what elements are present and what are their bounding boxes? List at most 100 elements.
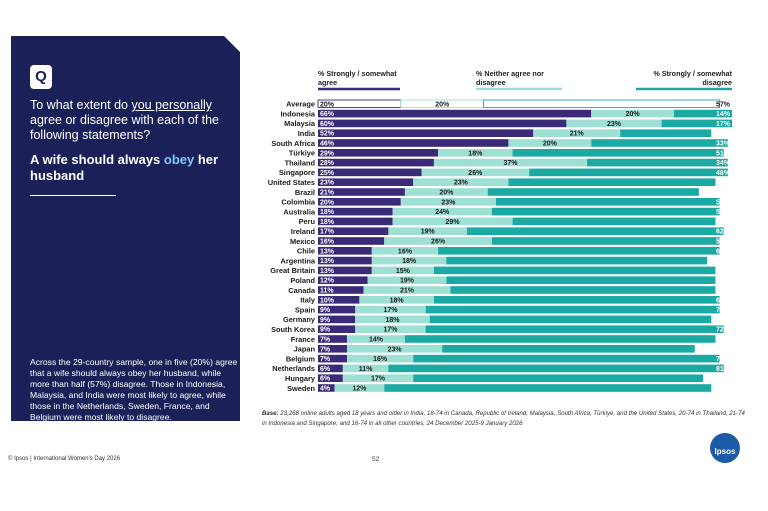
data-label-india-disagree: 22% [716, 131, 731, 138]
data-label-sweden-neutral: 12% [352, 386, 367, 393]
bar-colombia-agree [318, 198, 401, 206]
bar-indonesia-neutral [591, 109, 675, 118]
legend-label-disagree-line1: % Strongly / somewhat [653, 69, 732, 78]
bar-south-africa-agree [318, 139, 509, 147]
data-label-india-neutral: 21% [570, 131, 585, 138]
bar-thailand-disagree [587, 158, 728, 167]
statement-text-highlight: obey [163, 152, 195, 167]
bar-singapore-disagree [529, 168, 728, 177]
bar-colombia-disagree [496, 198, 720, 206]
category-label-average: Average [286, 100, 315, 109]
data-label-spain-disagree: 71% [716, 307, 731, 314]
data-label-australia-agree: 18% [320, 209, 335, 216]
data-label-spain-neutral: 17% [383, 307, 398, 314]
bar-colombia-neutral [400, 198, 497, 206]
data-label-indonesia-agree: 66% [320, 111, 335, 118]
data-label-hungary-neutral: 17% [371, 376, 386, 383]
bar-great-britain-disagree [433, 266, 716, 275]
bar-argentina-neutral [371, 256, 447, 265]
data-label-average-disagree: 57% [716, 101, 731, 108]
bar-chile-disagree [438, 247, 720, 255]
category-label-france: France [291, 335, 315, 344]
category-label-belgium: Belgium [286, 354, 316, 363]
data-label-argentina-disagree: 63% [716, 258, 731, 265]
bar-italy-disagree [433, 296, 720, 304]
bar-japan-disagree [442, 345, 695, 353]
bar-average-disagree [483, 99, 721, 109]
data-label-t-rkiye-agree: 29% [320, 150, 335, 157]
data-label-france-disagree: 75% [716, 337, 731, 344]
data-label-japan-agree: 7% [320, 346, 331, 353]
bar-netherlands-disagree [388, 364, 724, 373]
bar-sweden-disagree [384, 384, 712, 392]
category-label-malaysia: Malaysia [284, 119, 316, 128]
bar-poland-agree [318, 276, 368, 284]
bar-canada-neutral [363, 286, 451, 294]
category-label-argentina: Argentina [281, 256, 316, 265]
bar-netherlands-neutral [342, 364, 389, 373]
bar-united-states-disagree [508, 178, 716, 186]
data-label-great-britain-disagree: 68% [716, 268, 731, 275]
data-label-netherlands-neutral: 11% [359, 366, 373, 373]
bar-sweden-agree [318, 384, 335, 392]
legend-label-neutral: % Neither agree nor disagree [476, 69, 544, 87]
data-label-netherlands-disagree: 81% [716, 366, 731, 373]
legend-label-disagree-line2: disagree [702, 78, 732, 87]
bar-italy-neutral [359, 296, 434, 304]
category-label-south-korea: South Korea [271, 325, 316, 334]
bar-australia-neutral [392, 207, 492, 216]
data-label-sweden-agree: 4% [320, 386, 331, 393]
base-text: 23,268 online adults aged 18 years and o… [262, 410, 745, 427]
data-label-united-states-disagree: 50% [716, 180, 731, 187]
bar-peru-neutral [392, 217, 513, 226]
bar-chile-neutral [371, 247, 439, 255]
bar-india-neutral [533, 129, 621, 137]
bar-indonesia-agree [318, 109, 592, 118]
category-label-sweden: Sweden [287, 384, 315, 393]
data-label-mexico-neutral: 26% [431, 239, 446, 246]
bar-germany-agree [318, 315, 356, 324]
data-label-germany-disagree: 68% [716, 317, 731, 324]
bar-south-korea-agree [318, 325, 356, 333]
data-label-south-korea-neutral: 17% [383, 327, 398, 334]
bar-france-neutral [346, 335, 405, 343]
data-label-malaysia-neutral: 23% [607, 121, 622, 128]
bar-peru-disagree [512, 217, 716, 226]
data-label-t-rkiye-neutral: 18% [468, 150, 483, 157]
bar-argentina-disagree [446, 256, 708, 265]
legend-label-neutral-line2: disagree [476, 78, 506, 87]
bar-united-states-agree [318, 178, 414, 186]
data-label-canada-agree: 11% [320, 288, 334, 295]
data-label-colombia-disagree: 54% [716, 199, 731, 206]
bar-italy-agree [318, 296, 360, 304]
ipsos-logo: Ipsos [710, 433, 740, 463]
data-label-colombia-neutral: 23% [441, 199, 456, 206]
bar-great-britain-agree [318, 266, 372, 275]
page-number: 52 [372, 456, 380, 463]
data-label-singapore-agree: 25% [320, 170, 335, 177]
category-label-hungary: Hungary [285, 374, 316, 383]
data-label-average-neutral: 20% [435, 101, 450, 108]
data-label-colombia-agree: 20% [320, 199, 335, 206]
bar-mexico-disagree [491, 237, 720, 245]
bar-malaysia-agree [318, 119, 567, 128]
bar-thailand-neutral [433, 158, 588, 167]
data-label-argentina-agree: 13% [320, 258, 335, 265]
legend-label-disagree: % Strongly / somewhat disagree [653, 69, 732, 87]
data-label-hungary-disagree: 70% [716, 376, 731, 383]
bar-spain-disagree [425, 305, 720, 314]
bar-mexico-agree [318, 237, 385, 245]
bar-australia-disagree [491, 207, 720, 216]
bar-south-africa-disagree [591, 139, 728, 147]
question-text-emphasis: you personally [131, 98, 213, 112]
bar-belgium-disagree [413, 354, 720, 363]
data-label-italy-agree: 10% [320, 297, 335, 304]
bar-south-korea-disagree [425, 325, 724, 333]
category-label-italy: Italy [300, 296, 316, 305]
data-label-ireland-disagree: 62% [716, 229, 731, 236]
category-label-chile: Chile [297, 247, 315, 256]
data-label-south-africa-agree: 46% [320, 141, 335, 148]
data-label-great-britain-agree: 13% [320, 268, 335, 275]
data-label-great-britain-neutral: 15% [396, 268, 411, 275]
bar-india-agree [318, 129, 534, 137]
